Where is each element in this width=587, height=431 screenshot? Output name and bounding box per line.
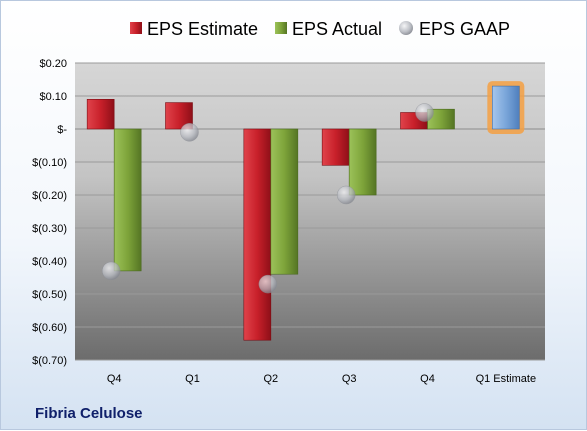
company-name: Fibria Celulose <box>35 405 143 422</box>
eps-actual-bar <box>348 128 377 196</box>
y-tick-label: $0.10 <box>39 91 67 103</box>
legend-marker-eps-gaap <box>399 21 413 35</box>
y-tick-label: $- <box>57 124 67 136</box>
eps-actual-bar <box>270 128 299 275</box>
eps-gaap-marker <box>180 123 199 142</box>
x-tick-label: Q3 <box>342 373 357 385</box>
eps-gaap-marker <box>415 103 434 122</box>
eps-actual-bar <box>113 128 142 272</box>
y-tick-label: $(0.70) <box>32 355 67 367</box>
legend-item-eps-actual: EPS Actual <box>275 19 382 39</box>
gridlines <box>75 62 545 361</box>
eps-estimate-bar <box>321 128 350 166</box>
y-tick-label: $(0.30) <box>32 223 67 235</box>
y-axis: $0.20 $0.10 $- $(0.10) $(0.20) $(0.30) $(0.40)… <box>32 58 67 367</box>
y-tick-label: $(0.10) <box>32 157 67 169</box>
legend-label-eps-gaap: EPS GAAP <box>419 19 510 39</box>
x-tick-label: Q4 <box>107 373 122 385</box>
legend-item-eps-estimate: EPS Estimate <box>130 19 258 39</box>
x-tick-label: Q1 Estimate <box>476 373 537 385</box>
y-tick-label: $(0.20) <box>32 190 67 202</box>
legend: EPS Estimate EPS Actual EPS GAAP <box>130 19 510 39</box>
estimate-bar <box>492 85 520 130</box>
legend-swatch-eps-actual <box>275 22 287 34</box>
plot-area <box>75 63 545 360</box>
y-tick-label: $(0.50) <box>32 289 67 301</box>
eps-gaap-marker <box>336 185 356 205</box>
eps-estimate-bar <box>243 128 272 341</box>
chart-marks <box>86 81 525 341</box>
y-tick-label: $0.20 <box>39 58 67 70</box>
x-axis: Q4 Q1 Q2 Q3 Q4 Q1 Estimate <box>107 373 536 385</box>
x-tick-label: Q1 <box>185 373 200 385</box>
legend-swatch-eps-estimate <box>130 22 142 34</box>
y-tick-label: $(0.60) <box>32 322 67 334</box>
eps-gaap-marker <box>101 261 121 281</box>
eps-gaap-marker <box>258 274 278 294</box>
legend-item-eps-gaap: EPS GAAP <box>399 19 510 39</box>
x-tick-label: Q2 <box>263 373 278 385</box>
eps-estimate-bar <box>86 99 115 130</box>
x-tick-label: Q4 <box>420 373 435 385</box>
legend-label-eps-actual: EPS Actual <box>292 19 382 39</box>
legend-label-eps-estimate: EPS Estimate <box>147 19 258 39</box>
y-tick-label: $(0.40) <box>32 256 67 268</box>
